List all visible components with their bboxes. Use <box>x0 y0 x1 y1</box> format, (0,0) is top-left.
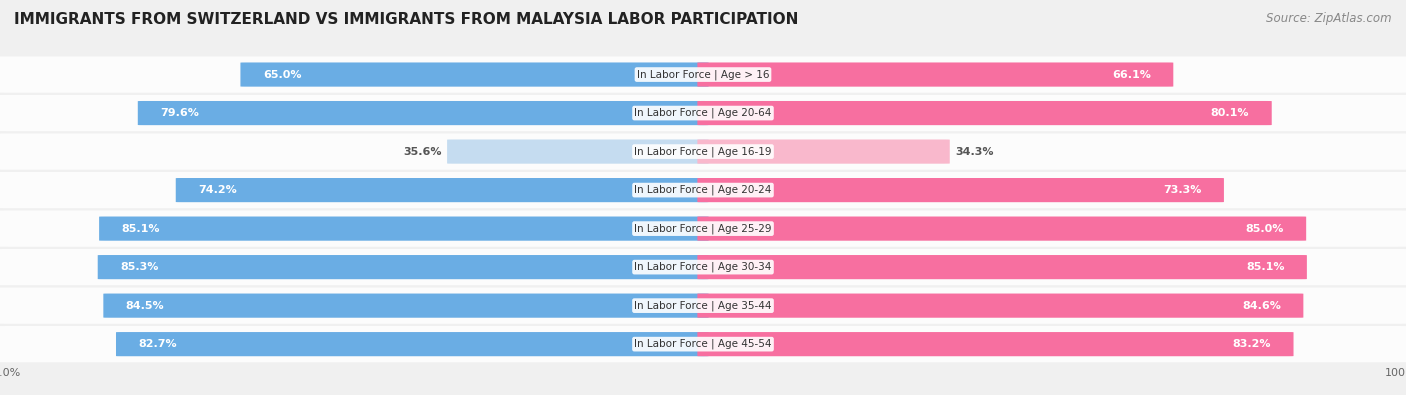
FancyBboxPatch shape <box>0 288 1406 324</box>
FancyBboxPatch shape <box>98 255 709 279</box>
FancyBboxPatch shape <box>697 139 950 164</box>
FancyBboxPatch shape <box>176 178 709 202</box>
FancyBboxPatch shape <box>240 62 709 87</box>
FancyBboxPatch shape <box>115 332 709 356</box>
FancyBboxPatch shape <box>98 216 709 241</box>
Text: Source: ZipAtlas.com: Source: ZipAtlas.com <box>1267 12 1392 25</box>
Text: 85.1%: 85.1% <box>1246 262 1285 272</box>
Text: 79.6%: 79.6% <box>160 108 200 118</box>
Text: 65.0%: 65.0% <box>263 70 301 79</box>
Text: 85.3%: 85.3% <box>121 262 159 272</box>
Text: 84.6%: 84.6% <box>1241 301 1281 310</box>
FancyBboxPatch shape <box>138 101 709 125</box>
FancyBboxPatch shape <box>0 134 1406 170</box>
FancyBboxPatch shape <box>0 249 1406 285</box>
Text: 84.5%: 84.5% <box>127 301 165 310</box>
FancyBboxPatch shape <box>697 255 1308 279</box>
FancyBboxPatch shape <box>0 56 1406 93</box>
FancyBboxPatch shape <box>104 293 709 318</box>
Text: In Labor Force | Age 20-64: In Labor Force | Age 20-64 <box>634 108 772 118</box>
Text: In Labor Force | Age 25-29: In Labor Force | Age 25-29 <box>634 223 772 234</box>
Text: 80.1%: 80.1% <box>1211 108 1250 118</box>
Text: 83.2%: 83.2% <box>1233 339 1271 349</box>
Text: 74.2%: 74.2% <box>198 185 238 195</box>
Text: 85.1%: 85.1% <box>122 224 160 233</box>
Text: In Labor Force | Age 16-19: In Labor Force | Age 16-19 <box>634 146 772 157</box>
FancyBboxPatch shape <box>697 332 1294 356</box>
FancyBboxPatch shape <box>0 326 1406 362</box>
Text: In Labor Force | Age 20-24: In Labor Force | Age 20-24 <box>634 185 772 196</box>
FancyBboxPatch shape <box>0 211 1406 247</box>
FancyBboxPatch shape <box>697 216 1306 241</box>
Text: In Labor Force | Age 30-34: In Labor Force | Age 30-34 <box>634 262 772 273</box>
Text: 85.0%: 85.0% <box>1246 224 1284 233</box>
Text: 82.7%: 82.7% <box>138 339 177 349</box>
FancyBboxPatch shape <box>697 62 1173 87</box>
Text: In Labor Force | Age > 16: In Labor Force | Age > 16 <box>637 69 769 80</box>
Text: In Labor Force | Age 35-44: In Labor Force | Age 35-44 <box>634 300 772 311</box>
Text: In Labor Force | Age 45-54: In Labor Force | Age 45-54 <box>634 339 772 350</box>
FancyBboxPatch shape <box>0 172 1406 208</box>
Text: IMMIGRANTS FROM SWITZERLAND VS IMMIGRANTS FROM MALAYSIA LABOR PARTICIPATION: IMMIGRANTS FROM SWITZERLAND VS IMMIGRANT… <box>14 12 799 27</box>
Text: 35.6%: 35.6% <box>404 147 441 156</box>
FancyBboxPatch shape <box>697 101 1271 125</box>
Text: 66.1%: 66.1% <box>1112 70 1150 79</box>
Text: 73.3%: 73.3% <box>1163 185 1202 195</box>
FancyBboxPatch shape <box>0 95 1406 131</box>
FancyBboxPatch shape <box>697 293 1303 318</box>
FancyBboxPatch shape <box>447 139 709 164</box>
FancyBboxPatch shape <box>697 178 1223 202</box>
Text: 34.3%: 34.3% <box>956 147 994 156</box>
